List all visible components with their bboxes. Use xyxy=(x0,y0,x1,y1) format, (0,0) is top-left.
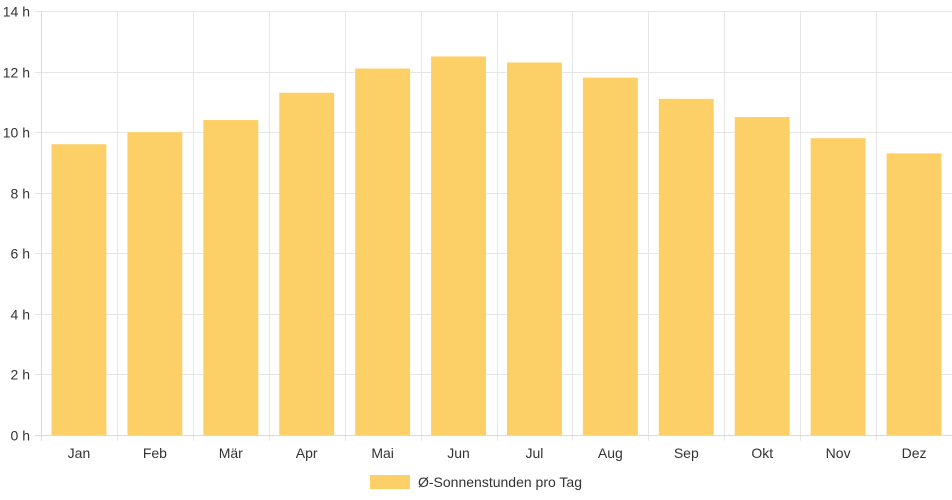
y-tick-label: 8 h xyxy=(11,186,30,202)
y-tick-label: 4 h xyxy=(11,307,30,323)
bar-jun[interactable] xyxy=(431,56,486,436)
x-tick-label: Feb xyxy=(143,445,167,461)
x-tick-label: Mär xyxy=(219,445,243,461)
x-tick-label: Jun xyxy=(447,445,470,461)
x-tick-label: Okt xyxy=(751,445,773,461)
x-tick-label: Jul xyxy=(526,445,544,461)
y-tick-label: 12 h xyxy=(3,65,30,81)
legend-label: Ø-Sonnenstunden pro Tag xyxy=(418,474,582,490)
x-axis-ticks: Jan Feb Mär Apr Mai Jun Jul Aug Sep Okt Nov Dez xyxy=(68,445,927,461)
bar-mär[interactable] xyxy=(203,120,259,436)
bar-apr[interactable] xyxy=(279,92,335,436)
bar-mai[interactable] xyxy=(355,68,411,436)
legend-swatch xyxy=(370,475,410,489)
y-tick-label: 14 h xyxy=(3,4,30,20)
bar-jan[interactable] xyxy=(51,144,107,435)
y-tick-label: 0 h xyxy=(11,428,30,444)
x-tick-label: Apr xyxy=(296,445,318,461)
bar-sep[interactable] xyxy=(658,98,714,435)
bar-okt[interactable] xyxy=(734,117,790,435)
x-tick-label: Nov xyxy=(826,445,851,461)
bar-aug[interactable] xyxy=(582,77,638,435)
x-tick-label: Sep xyxy=(674,445,699,461)
y-tick-label: 2 h xyxy=(11,367,30,383)
y-tick-label: 6 h xyxy=(11,246,30,262)
y-axis-ticks: 0 h 2 h 4 h 6 h 8 h 10 h 12 h 14 h xyxy=(3,4,30,444)
bar-feb[interactable] xyxy=(127,132,183,435)
bars xyxy=(51,56,942,436)
grid-lines xyxy=(35,11,952,441)
bar-jul[interactable] xyxy=(507,62,562,435)
axis-lines xyxy=(35,11,952,441)
x-tick-label: Dez xyxy=(902,445,927,461)
x-tick-label: Aug xyxy=(598,445,623,461)
bar-dez[interactable] xyxy=(886,153,942,436)
legend[interactable]: Ø-Sonnenstunden pro Tag xyxy=(370,474,582,490)
y-tick-label: 10 h xyxy=(3,125,30,141)
x-tick-label: Mai xyxy=(371,445,394,461)
bar-nov[interactable] xyxy=(810,138,866,435)
x-tick-label: Jan xyxy=(68,445,91,461)
